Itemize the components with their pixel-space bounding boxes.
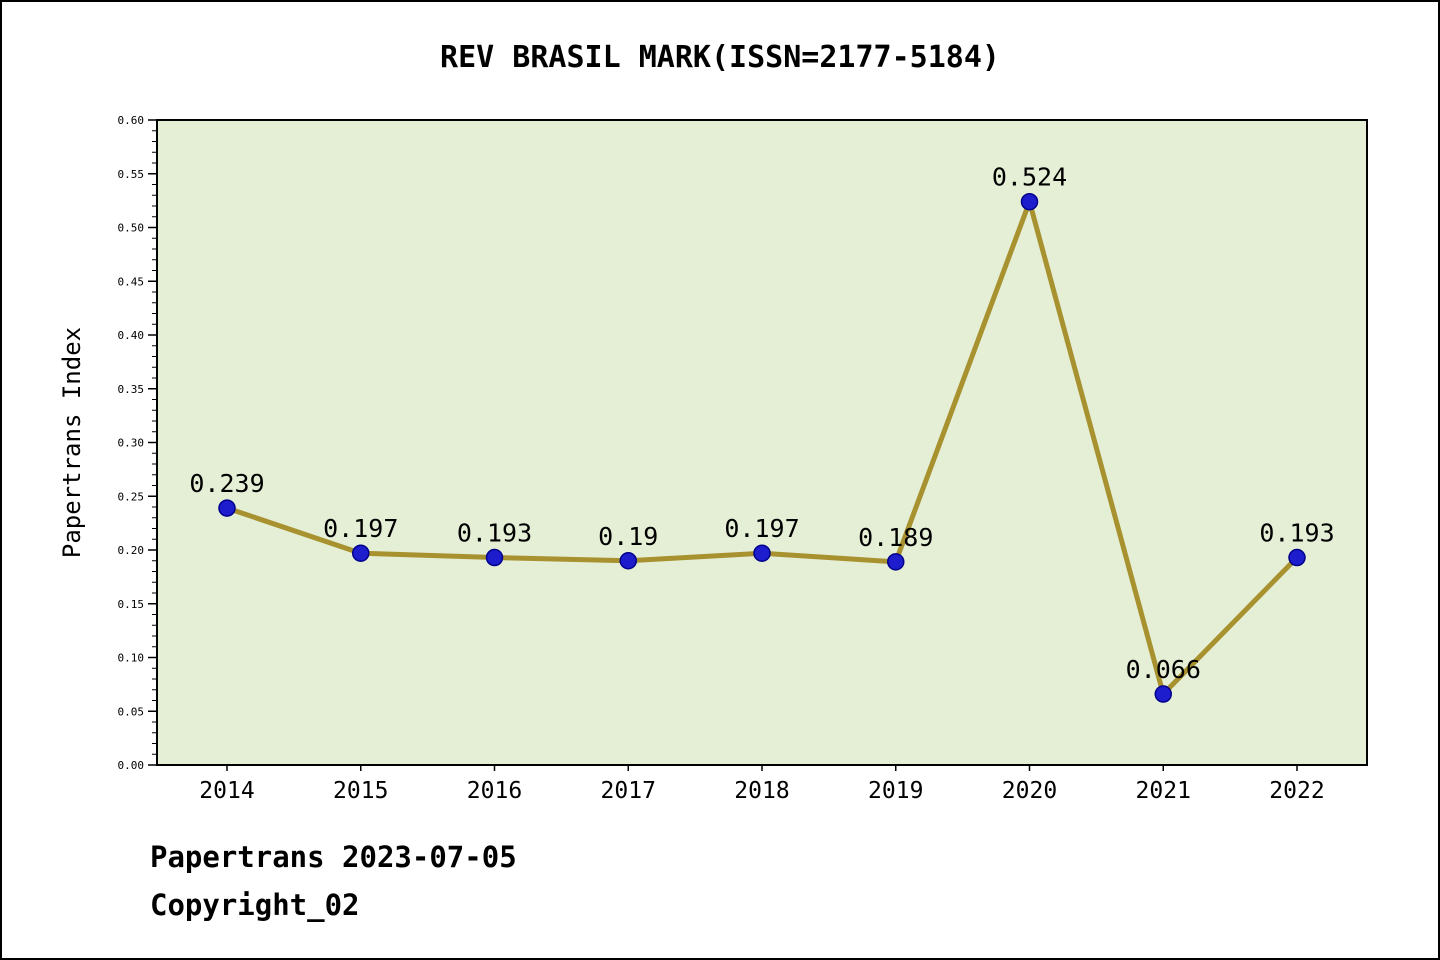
data-point-2021: [1154, 685, 1172, 703]
x-tick-label: 2019: [868, 778, 923, 804]
x-tick-label: 2021: [1136, 778, 1191, 804]
data-label-2017: 0.19: [598, 522, 658, 551]
data-label-2018: 0.197: [724, 514, 799, 543]
data-point-2022: [1288, 548, 1306, 567]
footer-copyright: Copyright_02: [150, 888, 360, 922]
x-tick-label: 2022: [1269, 778, 1324, 804]
data-point-2015: [352, 544, 370, 562]
y-tick-label: 0.55: [118, 168, 145, 181]
data-label-2020: 0.524: [992, 163, 1067, 192]
chart-title: REV BRASIL MARK(ISSN=2177-5184): [440, 40, 1000, 75]
data-label-2016: 0.193: [457, 519, 532, 548]
data-point-2016: [485, 548, 504, 567]
data-point-2018: [753, 544, 771, 562]
y-tick-label: 0.35: [118, 383, 145, 396]
x-tick-label: 2020: [1002, 778, 1057, 804]
x-tick-label: 2018: [734, 778, 789, 804]
data-label-2019: 0.189: [858, 523, 933, 552]
plot-area: [156, 119, 1368, 766]
data-label-2015: 0.197: [323, 514, 398, 543]
x-tick-label: 2014: [199, 778, 254, 804]
y-tick-label: 0.15: [118, 598, 145, 611]
y-tick-label: 0.25: [118, 490, 145, 503]
y-tick-label: 0.60: [118, 114, 145, 127]
y-tick-label: 0.10: [118, 652, 145, 665]
y-tick-label: 0.40: [118, 329, 145, 342]
data-point-2014: [218, 499, 236, 517]
data-label-2022: 0.193: [1259, 519, 1334, 548]
y-tick-label: 0.05: [118, 705, 145, 718]
y-tick-label: 0.50: [118, 222, 145, 235]
data-point-2019: [887, 553, 905, 571]
data-point-2017: [619, 552, 637, 570]
data-point-2020: [1020, 192, 1039, 211]
x-tick-label: 2016: [467, 778, 522, 804]
x-tick-label: 2015: [333, 778, 388, 804]
y-tick-label: 0.45: [118, 275, 145, 288]
data-label-2014: 0.239: [189, 469, 264, 498]
data-label-2021: 0.066: [1126, 655, 1201, 684]
footer-date: Papertrans 2023-07-05: [150, 840, 517, 874]
y-tick-label: 0.30: [118, 437, 145, 450]
x-tick-label: 2017: [601, 778, 656, 804]
y-tick-label: 0.20: [118, 544, 145, 557]
y-tick-label: 0.00: [118, 759, 145, 772]
y-axis-label: Papertrans Index: [58, 327, 86, 558]
